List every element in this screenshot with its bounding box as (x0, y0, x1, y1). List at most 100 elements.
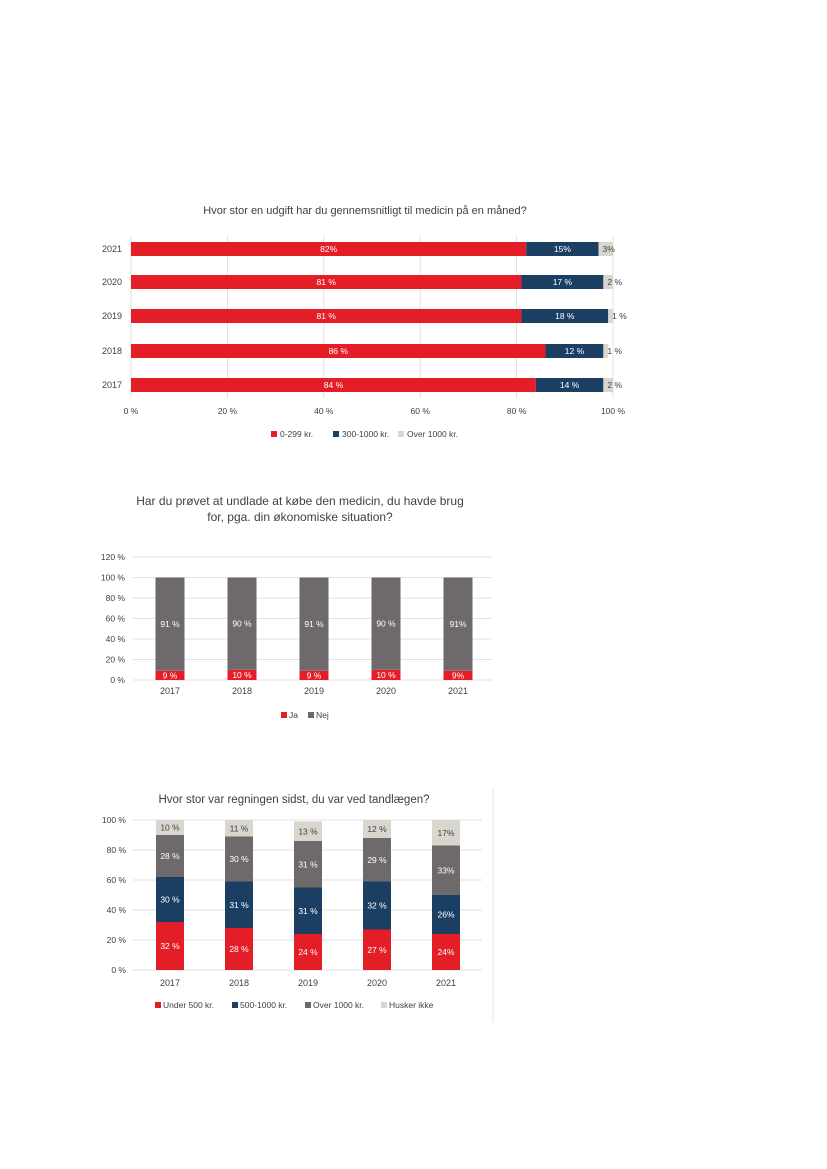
chart1-data-label: 14 % (560, 380, 580, 390)
chart2-data-label: 10 % (232, 670, 252, 680)
chart1-bar-segment (131, 309, 522, 323)
chart2-data-label: 9% (452, 670, 465, 680)
chart1-title: Hvor stor en udgift har du gennemsnitlig… (203, 205, 526, 217)
chart3-title: Hvor stor var regningen sidst, du var ve… (158, 794, 429, 806)
chart3-data-label: 10 % (160, 823, 180, 833)
chart-tandlaege-regning: Hvor stor var regningen sidst, du var ve… (102, 788, 494, 1022)
chart2-category-label: 2021 (448, 686, 468, 696)
chart1-data-label: 86 % (329, 346, 349, 356)
chart2-legend-swatch (281, 712, 287, 718)
chart3-bar-segment (363, 820, 391, 838)
chart3-bar-segment (432, 820, 460, 846)
chart2-data-label: 91 % (160, 619, 180, 629)
chart3-y-tick-label: 60 % (107, 875, 127, 885)
chart3-data-label: 33% (437, 865, 454, 875)
chart1-x-tick-label: 0 % (124, 406, 139, 416)
chart1-legend-label: 300-1000 kr. (342, 429, 389, 439)
chart3-bar-segment (363, 838, 391, 882)
chart2-data-label: 91 % (304, 619, 324, 629)
chart2-y-tick-label: 40 % (106, 634, 126, 644)
chart3-data-label: 28 % (229, 944, 249, 954)
chart2-data-label: 90 % (376, 619, 396, 629)
chart1-data-label: 18 % (555, 311, 575, 321)
chart1-legend-swatch (271, 431, 277, 437)
chart1-data-label: 3% (603, 244, 616, 254)
chart1-x-tick-label: 40 % (314, 406, 334, 416)
chart2-bar-segment (227, 577, 257, 670)
chart3-legend-swatch (305, 1002, 311, 1008)
chart3-legend-label: Under 500 kr. (163, 1000, 214, 1010)
chart3-bar-segment (432, 845, 460, 895)
chart1-data-label: 81 % (317, 311, 337, 321)
chart3-data-label: 11 % (230, 823, 249, 833)
chart3-bar-segment (156, 820, 184, 835)
chart2-data-label: 10 % (376, 670, 396, 680)
chart2-y-tick-label: 100 % (101, 573, 126, 583)
chart1-data-label: 2 % (607, 380, 622, 390)
chart1-legend-label: Over 1000 kr. (407, 429, 458, 439)
chart3-bar-segment (156, 922, 184, 970)
chart1-bar-segment (131, 242, 527, 256)
chart3-data-label: 32 % (160, 941, 180, 951)
chart2-legend-swatch (308, 712, 314, 718)
chart1-data-label: 84 % (324, 380, 344, 390)
chart3-data-label: 12 % (367, 824, 387, 834)
chart3-bar-segment (225, 881, 253, 928)
chart3-bar-segment (294, 934, 322, 970)
chart1-data-label: 12 % (565, 346, 585, 356)
chart1-bar-segment (131, 275, 522, 289)
chart2-y-tick-label: 120 % (101, 552, 126, 562)
chart3-data-label: 31 % (229, 900, 249, 910)
chart3-data-label: 24% (437, 947, 454, 957)
chart1-bar-segment (131, 378, 536, 392)
chart1-x-tick-label: 60 % (411, 406, 431, 416)
chart2-y-tick-label: 20 % (106, 655, 126, 665)
chart3-category-label: 2018 (229, 978, 249, 988)
chart1-data-label: 2 % (607, 277, 622, 287)
chart3-legend-label: Over 1000 kr. (313, 1000, 364, 1010)
chart3-bar-segment (294, 821, 322, 841)
chart3-bar-segment (432, 895, 460, 934)
chart3-category-label: 2017 (160, 978, 180, 988)
chart-undlade-medicin: Har du prøvet at undlade at købe den med… (101, 494, 492, 720)
chart1-data-label: 1 % (612, 311, 627, 321)
chart2-data-label: 9 % (163, 670, 178, 680)
chart1-bar-segment (131, 344, 546, 358)
chart2-category-label: 2017 (160, 686, 180, 696)
chart3-data-label: 13 % (298, 826, 318, 836)
chart2-title-line-2: for, pga. din økonomiske situation? (207, 510, 393, 524)
chart3-bar-segment (294, 887, 322, 934)
chart2-category-label: 2019 (304, 686, 324, 696)
chart-medicin-udgift: Hvor stor en udgift har du gennemsnitlig… (102, 205, 627, 439)
chart1-category-label: 2021 (102, 244, 122, 254)
chart1-bar-segment (521, 309, 609, 323)
chart3-bar-segment (432, 934, 460, 970)
chart1-data-label: 15% (554, 244, 571, 254)
chart3-data-label: 31 % (298, 906, 318, 916)
chart1-bar-segment (535, 378, 604, 392)
chart1-category-label: 2017 (102, 380, 122, 390)
chart2-bar-segment (443, 577, 473, 671)
chart2-legend-label: Nej (316, 710, 329, 720)
chart2-bar-segment (371, 669, 401, 680)
chart3-data-label: 30 % (229, 854, 249, 864)
chart2-data-label: 9 % (307, 670, 322, 680)
chart2-y-tick-label: 80 % (106, 593, 126, 603)
chart3-legend-label: Husker ikke (389, 1000, 434, 1010)
chart2-y-tick-label: 60 % (106, 614, 126, 624)
chart2-data-label: 91% (449, 619, 466, 629)
chart3-legend-swatch (232, 1002, 238, 1008)
chart1-x-tick-label: 100 % (601, 406, 626, 416)
chart2-data-label: 90 % (232, 619, 252, 629)
chart1-legend-label: 0-299 kr. (280, 429, 313, 439)
chart3-data-label: 29 % (367, 855, 387, 865)
chart3-category-label: 2021 (436, 978, 456, 988)
chart1-bar-segment (603, 378, 613, 392)
chart3-category-label: 2019 (298, 978, 318, 988)
chart3-data-label: 24 % (298, 947, 318, 957)
chart1-bar-segment (521, 275, 604, 289)
chart1-x-tick-label: 80 % (507, 406, 527, 416)
chart1-bar-segment (526, 242, 599, 256)
chart1-legend-swatch (333, 431, 339, 437)
